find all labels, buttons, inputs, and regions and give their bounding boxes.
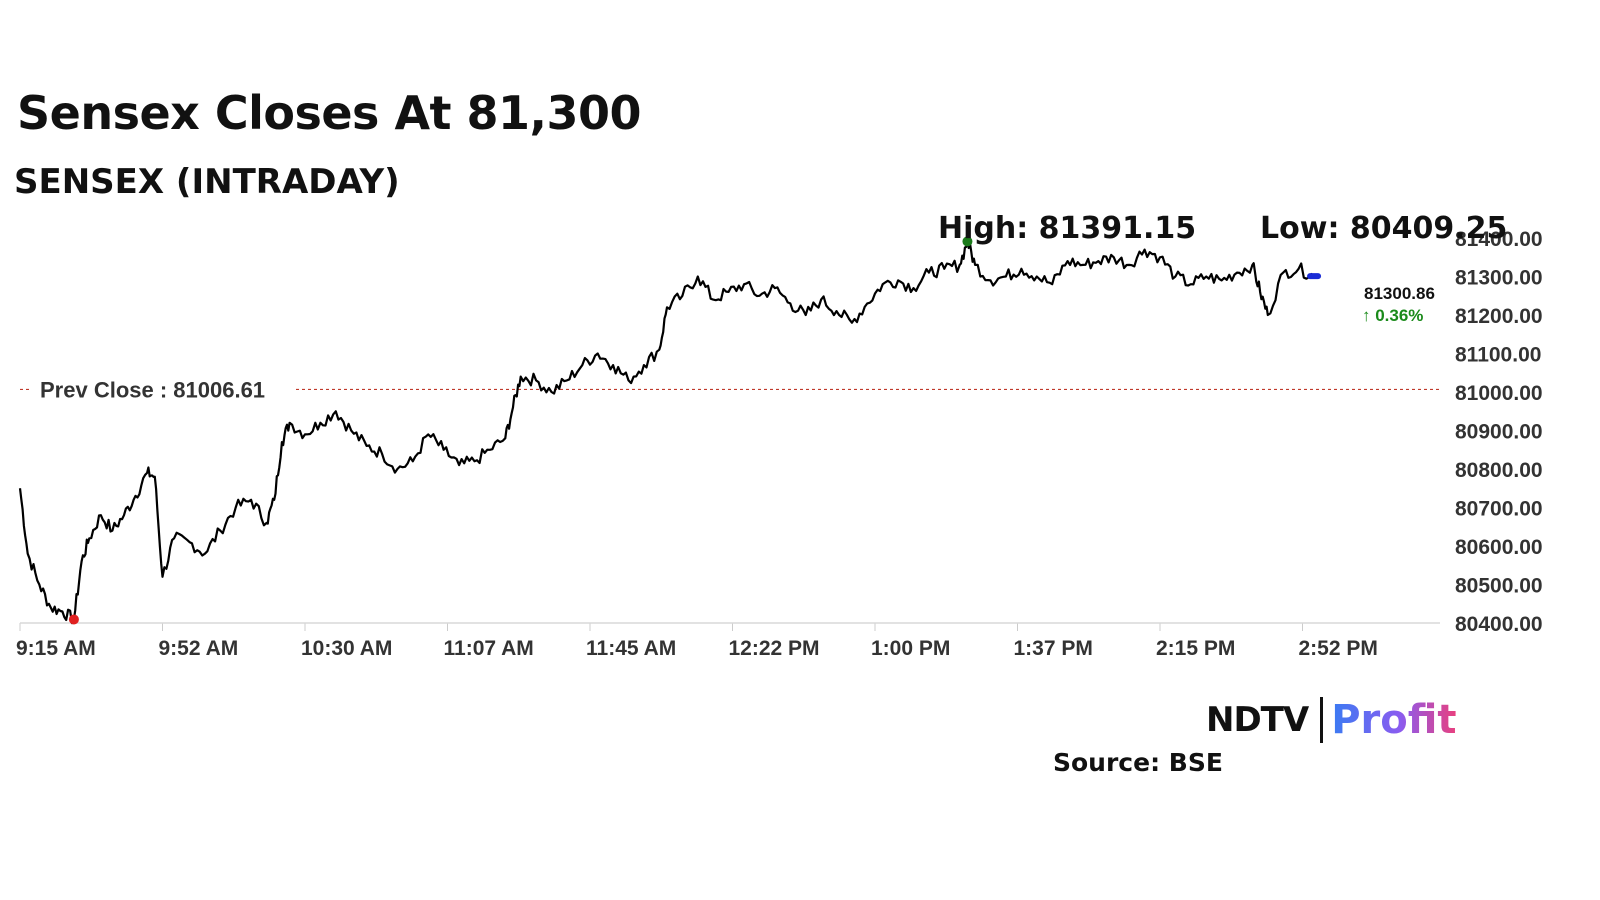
series-line (18, 240, 1315, 625)
y-tick-label: 80700.00 (1455, 498, 1543, 521)
prev-close-label-bg (32, 377, 296, 402)
y-tick-label: 81400.00 (1455, 228, 1543, 251)
last-value-marker (1307, 273, 1322, 280)
x-tick-label: 9:15 AM (16, 637, 96, 660)
y-tick-label: 81300.00 (1455, 267, 1543, 290)
y-tick-label: 80900.00 (1455, 421, 1543, 444)
x-tick-label: 12:22 PM (729, 637, 820, 660)
x-tick-label: 9:52 AM (159, 637, 239, 660)
chart-title: Sensex Closes At 81,300 (17, 86, 642, 140)
change-percent-label: ↑ 0.36% (1362, 306, 1423, 325)
ndtv-profit-logo: NDTV Profit (1206, 696, 1456, 744)
x-tick-label: 11:45 AM (586, 637, 676, 660)
x-tick-label: 10:30 AM (301, 637, 392, 660)
x-axis-ticks: 9:15 AM 9:52 AM 10:30 AM 11:07 AM 11:45 AM 12… (16, 623, 1378, 660)
y-tick-label: 81100.00 (1455, 344, 1541, 367)
y-axis-ticks: 80400.00 80500.00 80600.00 80700.00 80800.00… (1455, 228, 1543, 636)
y-tick-label: 81000.00 (1455, 382, 1543, 405)
x-tick-label: 2:15 PM (1156, 637, 1235, 660)
logo-divider (1320, 697, 1324, 743)
y-tick-label: 80500.00 (1455, 575, 1543, 598)
last-value-label: 81300.86 (1364, 284, 1435, 303)
high-label: High: 81391.15 (938, 211, 1196, 246)
logo-product: Profit (1331, 697, 1457, 743)
low-marker (68, 614, 79, 625)
high-marker (962, 236, 973, 247)
low-label: Low: 80409.25 (1260, 211, 1507, 246)
y-tick-label: 80600.00 (1455, 536, 1543, 559)
prev-close-label: Prev Close : 81006.61 (40, 377, 265, 402)
x-tick-label: 1:00 PM (871, 637, 950, 660)
x-tick-label: 1:37 PM (1014, 637, 1093, 660)
logo-brand: NDTV (1206, 700, 1309, 740)
y-tick-label: 80400.00 (1455, 613, 1543, 636)
source-note: Source: BSE (1053, 748, 1223, 777)
x-tick-label: 2:52 PM (1299, 637, 1378, 660)
chart-subtitle: SENSEX (INTRADAY) (14, 162, 400, 202)
y-tick-label: 80800.00 (1455, 459, 1543, 482)
y-tick-label: 81200.00 (1455, 305, 1543, 328)
x-tick-label: 11:07 AM (444, 637, 534, 660)
